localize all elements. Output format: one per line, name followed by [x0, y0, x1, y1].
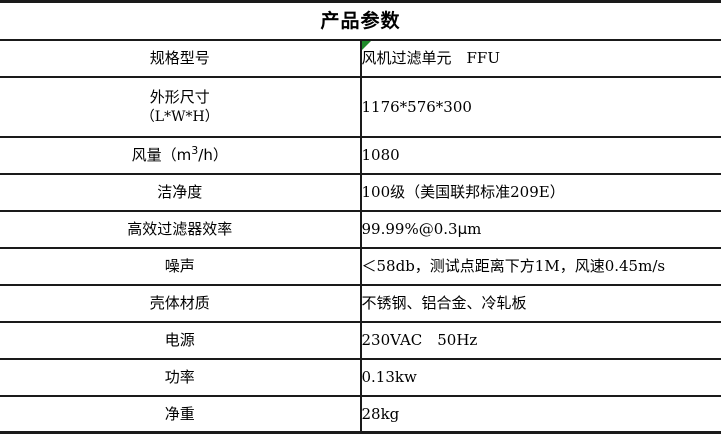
row-label-superscript: 3: [191, 144, 199, 158]
row-value-prefix: 99.99%@0.3: [361, 220, 458, 239]
row-label-suffix: /h）: [198, 146, 228, 165]
row-value-suffix: m: [467, 220, 482, 239]
row-label-cell: 净重: [0, 396, 362, 434]
row-value: 1176*576*300: [361, 97, 472, 116]
row-value: 风机过滤单元 FFU: [361, 49, 500, 68]
row-value-cell: 不锈钢、铝合金、冷轧板: [360, 285, 721, 323]
table-row: 功率 0.13kw: [0, 359, 721, 397]
row-label-prefix: 风量（m: [131, 146, 192, 165]
table-row: 噪声 ＜58db，测试点距离下方1M，风速0.45m/s: [0, 248, 721, 286]
row-label-cell: 电源: [0, 322, 362, 360]
row-label-cell: 高效过滤器效率: [0, 211, 362, 249]
table-title-row: 产品参数: [0, 0, 721, 41]
row-label-cell: 洁净度: [0, 174, 362, 212]
row-value-cell: 100级（美国联邦标准209E）: [360, 174, 721, 212]
table-row: 高效过滤器效率 99.99%@0.3μm: [0, 211, 721, 249]
row-label: 电源: [164, 331, 195, 350]
row-label-cell: 壳体材质: [0, 285, 362, 323]
row-value: 不锈钢、铝合金、冷轧板: [361, 294, 527, 313]
row-value: 28kg: [361, 405, 400, 424]
row-value-cell: 0.13kw: [360, 359, 721, 397]
table-row: 洁净度 100级（美国联邦标准209E）: [0, 174, 721, 212]
table-row: 电源 230VAC 50Hz: [0, 322, 721, 360]
row-label-cell: 风量（m3/h）: [0, 137, 362, 175]
table-row: 风量（m3/h） 1080: [0, 137, 721, 175]
table-title-cell: 产品参数: [0, 0, 721, 41]
table-bottom-rule: [0, 431, 721, 434]
row-value: 1080: [361, 146, 400, 165]
row-label: 噪声: [164, 257, 195, 276]
row-label-cell: 噪声: [0, 248, 362, 286]
row-value: 100级（美国联邦标准209E）: [361, 183, 565, 202]
row-label: 净重: [164, 405, 195, 424]
row-label: 风量（m3/h）: [0, 145, 360, 165]
table-row: 壳体材质 不锈钢、铝合金、冷轧板: [0, 285, 721, 323]
row-label-cell: 外形尺寸 （L*W*H）: [0, 77, 362, 138]
row-label: 外形尺寸: [149, 88, 210, 107]
row-label: 壳体材质: [149, 294, 210, 313]
row-value-cell: 99.99%@0.3μm: [360, 211, 721, 249]
row-label: 规格型号: [149, 49, 210, 68]
row-label-cell: 功率: [0, 359, 362, 397]
micro-symbol: μ: [457, 220, 468, 239]
table-row: 净重 28kg: [0, 396, 721, 434]
row-label-cell: 规格型号: [0, 40, 362, 78]
row-value: 230VAC 50Hz: [361, 331, 478, 350]
row-value-cell: 1080: [360, 137, 721, 175]
row-label: 洁净度: [157, 183, 203, 202]
table-row: 规格型号 风机过滤单元 FFU: [0, 40, 721, 78]
row-label: 功率: [164, 368, 195, 387]
row-value-cell: 230VAC 50Hz: [360, 322, 721, 360]
row-label: 高效过滤器效率: [127, 220, 233, 239]
table-row: 外形尺寸 （L*W*H） 1176*576*300: [0, 77, 721, 138]
row-value-cell: 28kg: [360, 396, 721, 434]
row-value-cell: 风机过滤单元 FFU: [360, 40, 721, 78]
row-label-sub: （L*W*H）: [140, 108, 219, 125]
row-value-cell: ＜58db，测试点距离下方1M，风速0.45m/s: [360, 248, 721, 286]
row-value: ＜58db，测试点距离下方1M，风速0.45m/s: [361, 257, 666, 276]
row-value: 0.13kw: [361, 368, 417, 387]
row-value-cell: 1176*576*300: [360, 77, 721, 138]
page-title: 产品参数: [320, 9, 401, 32]
row-value: 99.99%@0.3μm: [362, 220, 482, 238]
